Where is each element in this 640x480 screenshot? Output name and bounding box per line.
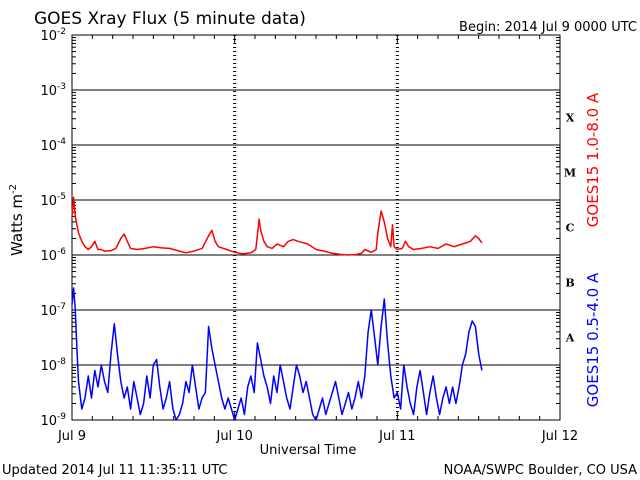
flare-class-label: B (565, 277, 574, 290)
flare-class-labels: X M C B A (564, 112, 576, 345)
x-tick-label: Jul 10 (215, 429, 252, 444)
y-tick-label: 10-6 (40, 247, 66, 264)
credit-label: NOAA/SWPC Boulder, CO USA (444, 463, 637, 478)
flare-class-label: C (566, 222, 575, 235)
y-tick-label: 10-9 (40, 412, 66, 429)
plot-area (71, 34, 561, 421)
series-line-long-channel (71, 196, 483, 256)
grid-lines (72, 35, 560, 420)
y-tick-label: 10-8 (40, 357, 66, 374)
begin-time-label: Begin: 2014 Jul 9 0000 UTC (459, 20, 637, 35)
y-tick-label: 10-7 (40, 302, 66, 319)
y-axis-ticks: 10-2 10-3 10-4 10-5 10-6 10-7 10-8 10-9 (40, 27, 560, 429)
y-tick-label: 10-3 (40, 82, 66, 99)
y-tick-label: 10-4 (40, 137, 66, 154)
x-tick-label: Jul 11 (378, 429, 415, 444)
flare-class-label: A (565, 332, 575, 345)
flare-class-label: X (566, 112, 575, 125)
x-tick-label: Jul 9 (57, 429, 86, 444)
x-axis-label: Universal Time (260, 443, 357, 458)
legend-short-channel: GOES15 0.5-4.0 A (584, 272, 602, 407)
data-series (71, 196, 483, 421)
plot-border (71, 34, 561, 421)
series-line-short-channel (71, 287, 483, 421)
updated-timestamp: Updated 2014 Jul 11 11:35:11 UTC (2, 463, 227, 478)
x-axis-ticks: Jul 9 Jul 10 Jul 11 Jul 12 (57, 35, 578, 444)
y-tick-label: 10-2 (40, 27, 66, 44)
x-tick-label: Jul 12 (541, 429, 578, 444)
y-tick-label: 10-5 (40, 192, 66, 209)
chart-title: GOES Xray Flux (5 minute data) (34, 9, 306, 29)
flare-class-label: M (564, 167, 576, 180)
legend-long-channel: GOES15 1.0-8.0 A (584, 92, 602, 227)
y-axis-label: Watts m-2 (8, 184, 26, 256)
